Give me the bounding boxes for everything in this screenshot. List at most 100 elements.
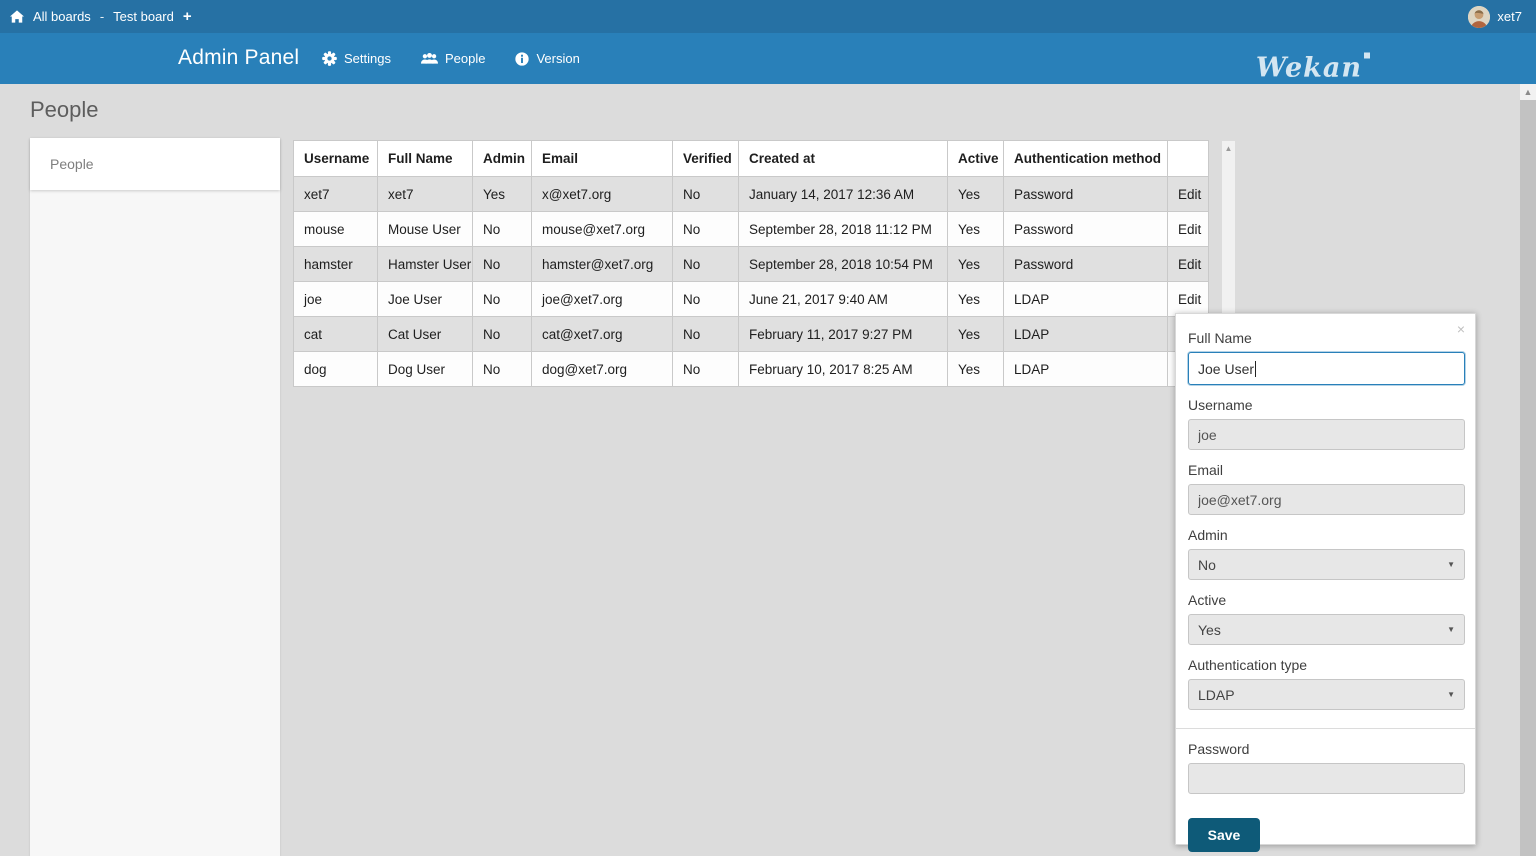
active-label: Active [1188, 592, 1227, 608]
admin-select[interactable]: No ▼ [1188, 549, 1465, 580]
nav-people-label: People [444, 51, 486, 66]
table-cell: June 21, 2017 9:40 AM [738, 281, 948, 317]
admin-nav: Settings People [322, 33, 580, 84]
full-name-input[interactable]: Joe User [1188, 352, 1465, 385]
table-cell: No [672, 351, 739, 387]
sidebar-item-people[interactable]: People [30, 138, 280, 190]
info-icon [515, 51, 530, 66]
save-button[interactable]: Save [1188, 818, 1260, 852]
top-bar: All boards - Test board + xet7 [0, 0, 1536, 33]
edit-link[interactable]: Edit [1167, 281, 1209, 317]
column-header: Full Name [377, 140, 473, 177]
table-cell: hamster [293, 246, 378, 282]
table-cell: mouse@xet7.org [531, 211, 673, 247]
table-cell: No [672, 246, 739, 282]
close-icon[interactable]: × [1456, 321, 1465, 337]
table-cell: Password [1003, 246, 1168, 282]
auth-type-select-value: LDAP [1198, 686, 1235, 703]
edit-link[interactable]: Edit [1167, 176, 1209, 212]
full-name-label: Full Name [1188, 330, 1252, 346]
home-icon[interactable] [10, 10, 24, 23]
table-cell: Yes [947, 211, 1004, 247]
table-cell: No [472, 316, 532, 352]
table-cell: Dog User [377, 351, 473, 387]
table-cell: February 10, 2017 8:25 AM [738, 351, 948, 387]
add-board-icon[interactable]: + [182, 8, 192, 25]
nav-settings[interactable]: Settings [322, 51, 391, 66]
table-row: cat Cat User No cat@xet7.org No February 11, … [293, 316, 1209, 352]
password-input[interactable] [1188, 763, 1465, 794]
table-cell: Yes [947, 351, 1004, 387]
table-cell: No [672, 281, 739, 317]
breadcrumb-separator: - [99, 9, 105, 24]
full-name-value: Joe User [1198, 360, 1255, 377]
edit-link[interactable]: Edit [1167, 246, 1209, 282]
email-label: Email [1188, 462, 1224, 478]
all-boards-link[interactable]: All boards [33, 9, 91, 24]
chevron-down-icon: ▼ [1447, 625, 1455, 634]
text-caret [1255, 360, 1257, 377]
column-header: Username [293, 140, 378, 177]
page-title: People [30, 97, 99, 122]
gear-icon [322, 51, 337, 66]
table-cell: Yes [947, 246, 1004, 282]
table-cell: cat@xet7.org [531, 316, 673, 352]
table-cell: February 11, 2017 9:27 PM [738, 316, 948, 352]
table-cell: joe@xet7.org [531, 281, 673, 317]
column-header: Admin [472, 140, 532, 177]
scroll-up-icon[interactable]: ▲ [1523, 87, 1533, 97]
table-cell: joe [293, 281, 378, 317]
table-row: hamster Hamster User No hamster@xet7.org No S… [293, 246, 1209, 282]
table-cell: No [472, 351, 532, 387]
table-scrollbar[interactable]: ▲ [1222, 141, 1235, 313]
scrollbar-thumb[interactable] [1520, 100, 1536, 856]
table-cell: Yes [472, 176, 532, 212]
edit-user-panel: × Full Name Joe User Username Email Admi… [1175, 313, 1476, 852]
column-header: Verified [672, 140, 739, 177]
edit-link[interactable]: Edit [1167, 211, 1209, 247]
table-cell: cat [293, 316, 378, 352]
table-cell: Hamster User [377, 246, 473, 282]
table-cell: LDAP [1003, 281, 1168, 317]
username-input[interactable] [1188, 419, 1465, 450]
table-cell: No [472, 246, 532, 282]
column-header [1167, 140, 1209, 177]
people-icon [420, 52, 438, 65]
table-cell: Yes [947, 176, 1004, 212]
table-cell: xet7 [293, 176, 378, 212]
table-cell: No [672, 211, 739, 247]
scroll-up-icon[interactable]: ▲ [1224, 144, 1233, 153]
window-scrollbar[interactable]: ▲ [1520, 84, 1536, 856]
user-menu[interactable]: xet7 [1468, 5, 1526, 28]
table-cell: No [672, 176, 739, 212]
table-cell: Cat User [377, 316, 473, 352]
panel-divider [1176, 728, 1475, 729]
nav-people[interactable]: People [420, 51, 486, 66]
nav-settings-label: Settings [344, 51, 391, 66]
chevron-down-icon: ▼ [1447, 690, 1455, 699]
table-cell: September 28, 2018 11:12 PM [738, 211, 948, 247]
column-header: Email [531, 140, 673, 177]
logo-pixel [1364, 52, 1370, 59]
board-link[interactable]: Test board [113, 9, 174, 24]
auth-type-label: Authentication type [1188, 657, 1308, 673]
avatar[interactable] [1468, 5, 1491, 28]
nav-version-label: Version [536, 51, 580, 66]
column-header: Authentication method [1003, 140, 1168, 177]
nav-version[interactable]: Version [515, 51, 580, 66]
table-cell: LDAP [1003, 351, 1168, 387]
table-cell: dog@xet7.org [531, 351, 673, 387]
auth-type-select[interactable]: LDAP ▼ [1188, 679, 1465, 710]
table-cell: No [672, 316, 739, 352]
admin-select-value: No [1198, 556, 1216, 573]
column-header: Created at [738, 140, 948, 177]
active-select[interactable]: Yes ▼ [1188, 614, 1465, 645]
table-cell: January 14, 2017 12:36 AM [738, 176, 948, 212]
table-cell: Yes [947, 281, 1004, 317]
table-cell: Joe User [377, 281, 473, 317]
table-row: joe Joe User No joe@xet7.org No June 21, 2017… [293, 281, 1209, 317]
sidebar-item-people-label: People [50, 156, 94, 172]
email-input[interactable] [1188, 484, 1465, 515]
chevron-down-icon: ▼ [1447, 560, 1455, 569]
table-cell: Mouse User [377, 211, 473, 247]
